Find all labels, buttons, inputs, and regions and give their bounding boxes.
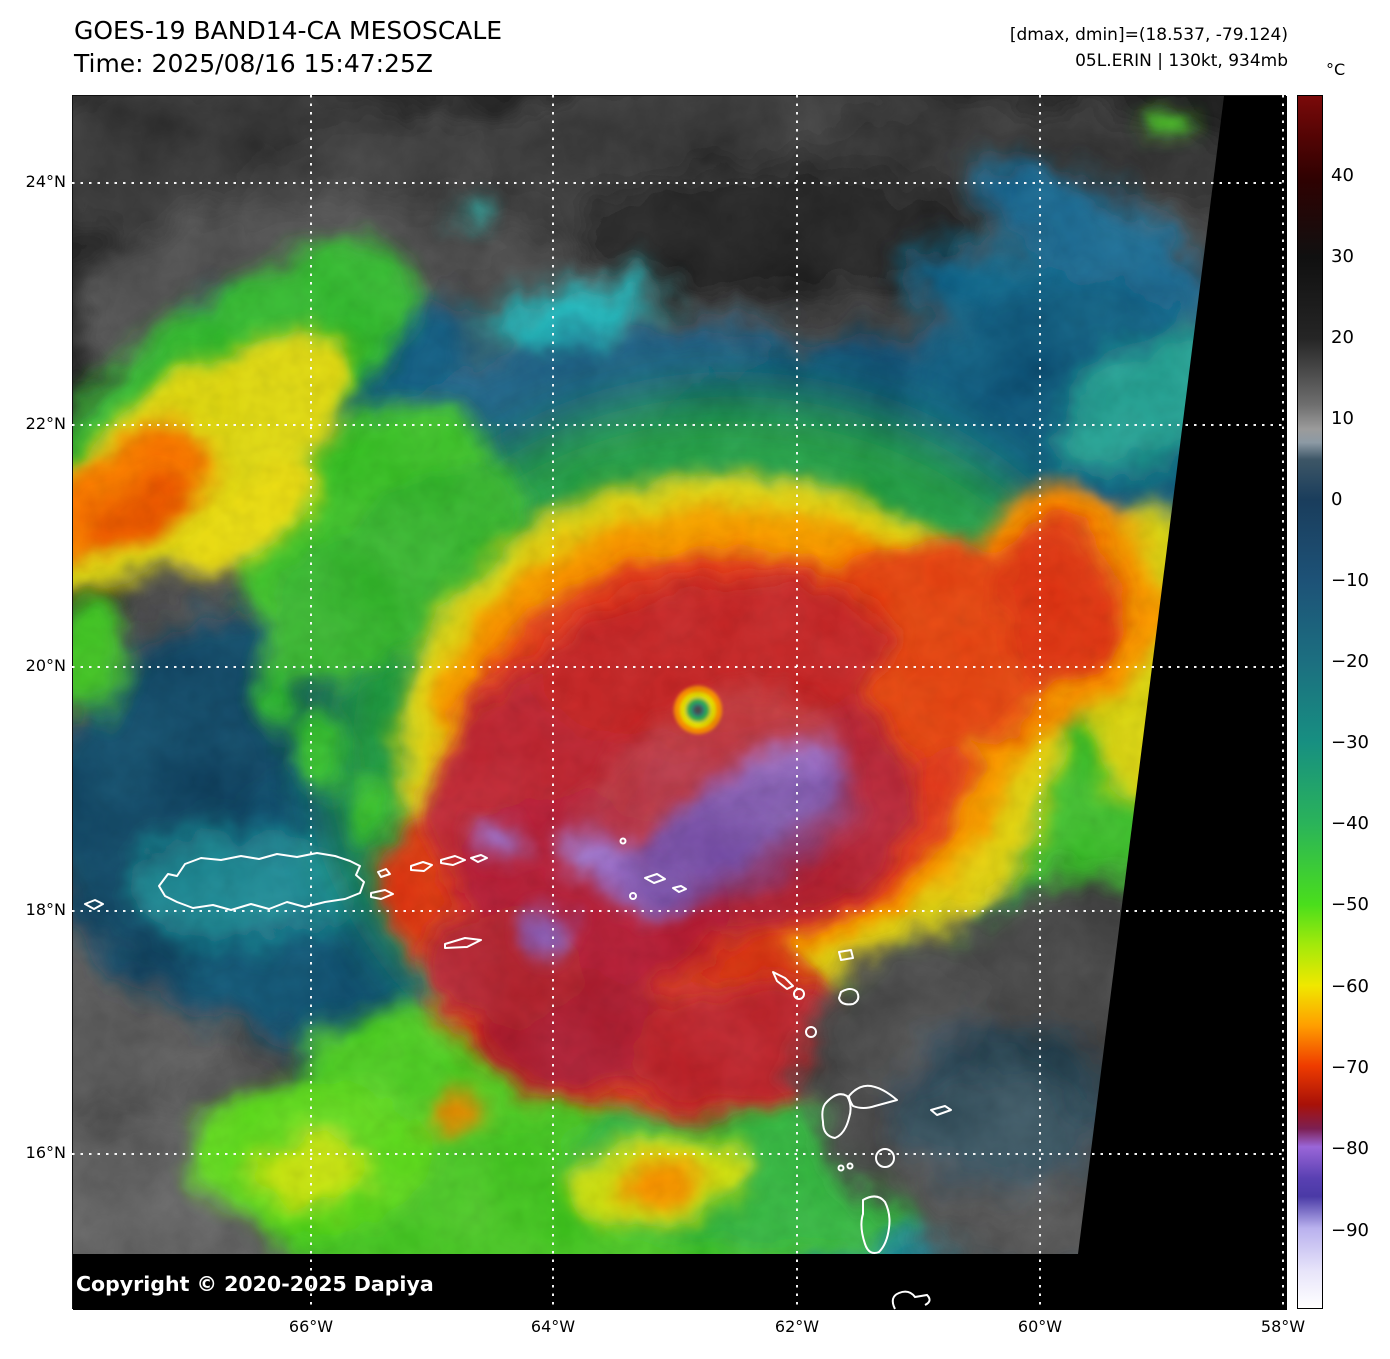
coastline-les-saintes-2: [846, 1162, 854, 1170]
coastline-st-kitts: [772, 971, 794, 990]
lat-label-22°N: 22°N: [25, 414, 66, 433]
colorbar-tick-40: 40: [1331, 165, 1354, 186]
cloud-speckle-texture: [73, 96, 1224, 1254]
lon-label-66°W: 66°W: [288, 1317, 334, 1336]
coastline-nevis: [793, 988, 805, 1000]
colorbar-tick-20: 20: [1331, 327, 1354, 348]
satellite-map: [72, 95, 1287, 1310]
lat-label-24°N: 24°N: [25, 172, 66, 191]
coastline-aves: [619, 837, 627, 845]
colorbar-tick-30: 30: [1331, 246, 1354, 267]
coastline-dominica: [860, 1195, 891, 1254]
colorbar-tick-0: 0: [1331, 489, 1343, 510]
coastline-guadeloupe: [821, 1084, 898, 1139]
colorbar-tick-−20: −20: [1331, 651, 1369, 672]
lon-label-58°W: 58°W: [1260, 1317, 1306, 1336]
coastline-st-thomas: [410, 861, 433, 872]
coastline-saba: [629, 892, 637, 900]
coastline-st-martin: [644, 873, 666, 884]
colorbar-tick-−80: −80: [1331, 1138, 1369, 1159]
coastline-virgin-gorda: [470, 854, 488, 863]
coastlines: [84, 837, 952, 1254]
coastline-les-saintes-1: [837, 1164, 845, 1172]
coastline-montserrat: [805, 1026, 817, 1038]
temperature-colorbar: [1297, 95, 1323, 1309]
coastline-antigua: [838, 988, 860, 1006]
lat-label-18°N: 18°N: [25, 900, 66, 919]
colorbar-tick-−60: −60: [1331, 976, 1369, 997]
coastline-mona: [84, 899, 104, 910]
coastline-marie-galante: [875, 1148, 895, 1168]
page-title: GOES-19 BAND14-CA MESOSCALE: [74, 16, 503, 45]
colorbar-tick-−70: −70: [1331, 1057, 1369, 1078]
coastline-barbuda: [838, 949, 854, 961]
coastline-la-desirade: [930, 1105, 952, 1116]
title-block: GOES-19 BAND14-CA MESOSCALE Time: 2025/0…: [74, 14, 502, 80]
lon-label-62°W: 62°W: [774, 1317, 820, 1336]
coastline-st-croix: [444, 937, 482, 949]
copyright-text: Copyright © 2020-2025 Dapiya: [76, 1272, 434, 1296]
info-block: [dmax, dmin]=(18.537, -79.124) 05L.ERIN …: [860, 22, 1288, 74]
lon-label-64°W: 64°W: [530, 1317, 576, 1336]
coastline-martinique: [891, 1290, 931, 1310]
coastline-culebra: [377, 868, 391, 878]
colorbar-tick-−30: −30: [1331, 732, 1369, 753]
satellite-imagery: [73, 96, 1287, 1310]
storm-readout: 05L.ERIN | 130kt, 934mb: [1075, 51, 1288, 71]
coastline-tortola: [440, 855, 466, 866]
colorbar-tick-10: 10: [1331, 408, 1354, 429]
dmax-dmin-readout: [dmax, dmin]=(18.537, -79.124): [1009, 25, 1288, 45]
colorbar-tick-−40: −40: [1331, 813, 1369, 834]
coastline-vieques: [370, 889, 394, 900]
coastline-puerto-rico: [158, 852, 365, 911]
lat-label-16°N: 16°N: [25, 1143, 66, 1162]
colorbar-tick-−50: −50: [1331, 894, 1369, 915]
data-region: [73, 96, 1224, 1254]
colorbar-unit-label: °C: [1326, 60, 1346, 79]
colorbar-tick-−90: −90: [1331, 1220, 1369, 1241]
timestamp: Time: 2025/08/16 15:47:25Z: [74, 49, 433, 78]
colorbar-tick-−10: −10: [1331, 570, 1369, 591]
lon-label-60°W: 60°W: [1017, 1317, 1063, 1336]
lat-label-20°N: 20°N: [25, 656, 66, 675]
coastline-st-barth: [672, 885, 687, 893]
